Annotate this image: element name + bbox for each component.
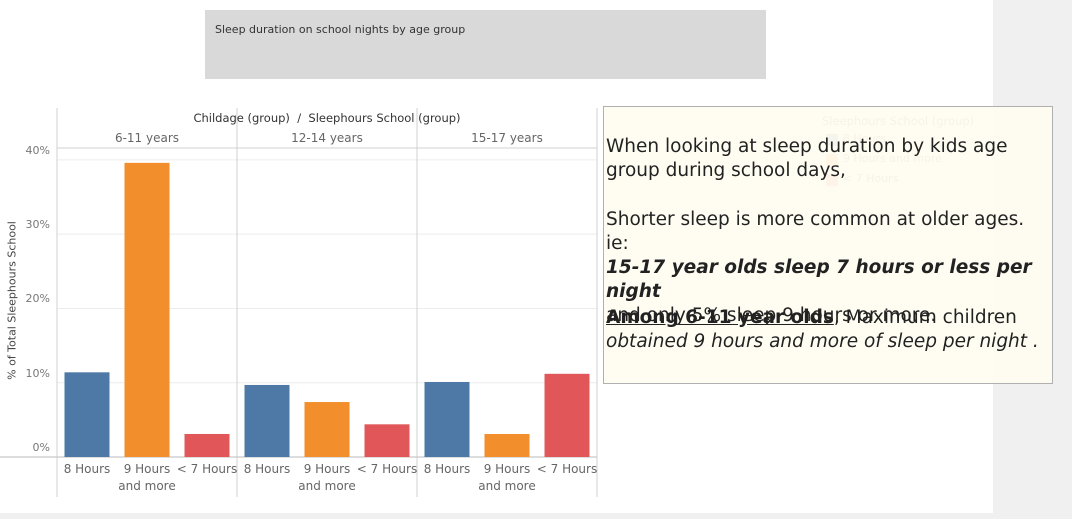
x-tick-label: 8 Hours [423, 462, 471, 476]
bar [64, 372, 110, 457]
chart [0, 108, 598, 497]
y-axis-label: % of Total Sleephours School [5, 221, 19, 380]
paragraph: When looking at sleep duration by kids a… [606, 135, 1046, 183]
bar [544, 373, 590, 457]
bar [244, 384, 290, 457]
x-tick-label: 9 Hours and more [118, 462, 176, 493]
paragraph: Shorter sleep is more common at older ag… [606, 208, 1046, 328]
emphasis: Among 6-11 year olds [606, 307, 834, 328]
annotation: When looking at sleep duration by kids a… [603, 106, 1053, 384]
text: and only 5% sleep 9 hours or more. [606, 305, 937, 326]
text: , Maximum children [833, 307, 1017, 328]
y-tick-label: 20% [25, 292, 50, 306]
column-header: Childage (group) / Sleephours School (gr… [193, 111, 461, 125]
x-tick-label: < 7 Hours [176, 462, 238, 476]
paragraph: Among 6-11 year olds, Maximum children ob… [606, 306, 1046, 354]
x-tick-label: 9 Hours and more [298, 462, 356, 493]
title: Sleep duration on school nights by age g… [215, 23, 466, 36]
x-tick-label: 8 Hours [63, 462, 111, 476]
category-label: 15-17 years [471, 131, 543, 145]
x-tick-label: < 7 Hours [536, 462, 598, 476]
y-tick-label: 30% [25, 218, 50, 232]
y-tick-label: 10% [25, 366, 50, 380]
category-label: 6-11 years [114, 131, 180, 145]
y-tick-label: 40% [25, 143, 50, 157]
bar [184, 433, 230, 457]
x-tick-label: 9 Hours and more [478, 462, 536, 493]
title-box: Sleep duration on school nights by age g… [205, 10, 766, 79]
category-label: 12-14 years [291, 131, 363, 145]
bar [484, 433, 530, 457]
bar [304, 402, 350, 457]
text: Shorter sleep is more common at older ag… [606, 209, 1025, 254]
emphasis: 15-17 year olds sleep 7 hours or less pe… [606, 257, 1032, 302]
bar [364, 424, 410, 457]
y-tick-label: 0% [32, 441, 50, 454]
text: obtained 9 hours and more of sleep per n… [606, 331, 1039, 352]
x-tick-label: 8 Hours [243, 462, 291, 476]
bar [424, 381, 470, 457]
x-tick-label: < 7 Hours [356, 462, 418, 476]
text: When looking at sleep duration by kids a… [606, 136, 1008, 181]
bottom-strip [0, 513, 1072, 519]
bar [124, 162, 170, 457]
